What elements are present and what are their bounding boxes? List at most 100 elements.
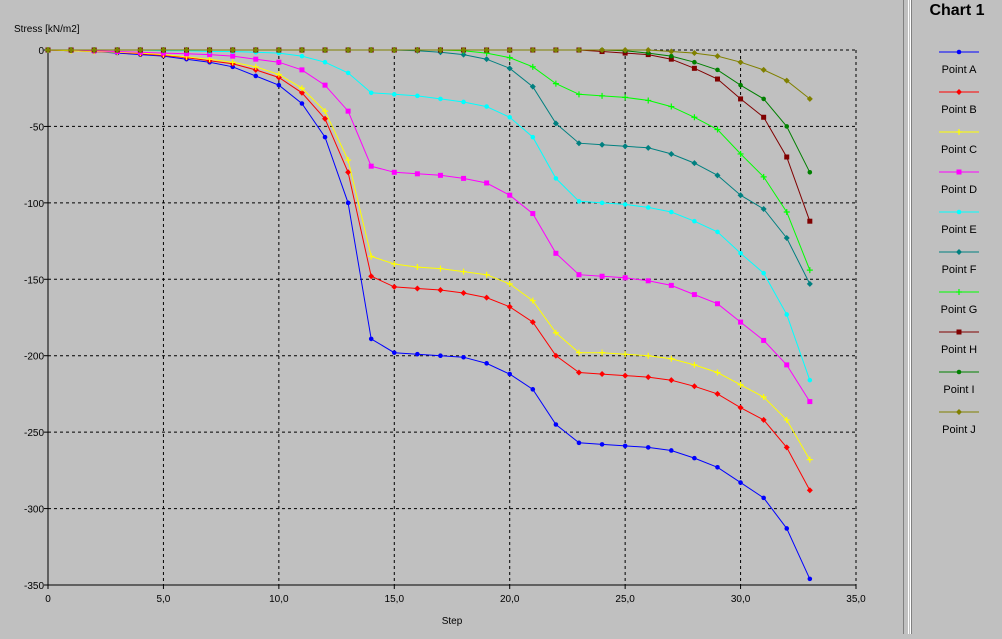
data-point	[252, 66, 259, 73]
data-point	[368, 90, 374, 96]
data-point	[252, 63, 259, 70]
data-point	[438, 96, 443, 102]
data-point	[552, 352, 559, 359]
data-point	[714, 76, 720, 82]
x-tick-label: 35,0	[846, 594, 866, 605]
legend-item-point-d[interactable]: Point D	[939, 169, 979, 197]
data-point	[691, 50, 698, 57]
series-line-point-b	[47, 49, 811, 491]
legend-item-point-e[interactable]: Point E	[939, 209, 979, 236]
legend-item-point-b[interactable]: Point B	[939, 89, 979, 116]
legend-label: Point H	[941, 344, 977, 356]
tick-labels: 0 5,0 10,0 15,0 20,0 25,0 30,0 35,0 0 -50 -100 -150…	[24, 46, 866, 605]
series-line-point-c	[47, 49, 811, 460]
data-point	[322, 115, 329, 122]
data-point	[575, 47, 582, 53]
legend-label: Point G	[941, 304, 978, 316]
data-point	[645, 97, 652, 104]
data-point	[345, 200, 351, 206]
data-point	[483, 56, 490, 63]
data-point	[252, 47, 259, 53]
data-point	[391, 169, 397, 175]
data-point	[715, 229, 720, 235]
data-point	[483, 47, 490, 53]
data-point	[715, 67, 720, 73]
data-point	[714, 369, 721, 376]
data-point	[298, 89, 305, 96]
data-point	[184, 51, 190, 57]
data-point	[460, 47, 467, 53]
data-point	[507, 114, 513, 120]
data-point	[345, 70, 351, 76]
data-point	[207, 52, 213, 58]
data-point	[622, 47, 629, 53]
legend-item-point-a[interactable]: Point A	[939, 49, 979, 76]
data-point	[691, 65, 697, 71]
legend-swatch-marker	[956, 169, 962, 175]
data-point	[576, 440, 582, 446]
legend-item-point-f[interactable]: Point F	[939, 249, 979, 276]
data-point	[253, 73, 259, 79]
data-point	[345, 108, 351, 114]
data-point	[437, 265, 444, 272]
data-point	[599, 371, 606, 378]
data-point	[738, 82, 743, 88]
x-tick-label: 25,0	[615, 594, 635, 605]
data-point	[645, 50, 651, 56]
data-point	[761, 114, 767, 120]
data-point	[230, 53, 236, 59]
legend-item-point-c[interactable]: Point C	[939, 129, 979, 156]
data-point	[737, 150, 744, 157]
data-point	[529, 47, 536, 53]
y-tick-label: 0	[38, 46, 44, 57]
data-point	[483, 294, 490, 301]
data-point	[368, 253, 375, 260]
data-point	[645, 47, 652, 53]
data-point	[692, 218, 697, 224]
data-point	[669, 209, 674, 215]
data-point	[599, 349, 606, 356]
data-point	[714, 126, 721, 133]
data-point	[506, 303, 513, 310]
data-point	[391, 283, 398, 290]
series-point-d	[45, 47, 813, 405]
data-point	[276, 82, 282, 88]
data-point	[714, 301, 720, 307]
legend-item-point-i[interactable]: Point I	[939, 369, 979, 396]
data-point	[668, 103, 675, 110]
data-point	[576, 272, 582, 278]
series-point-b	[45, 47, 813, 494]
data-point	[276, 59, 282, 65]
x-tick-label: 5,0	[156, 594, 170, 605]
data-point	[599, 273, 605, 279]
legend-swatch-marker	[956, 289, 962, 295]
y-tick-label: -150	[24, 275, 44, 286]
legend-item-point-j[interactable]: Point J	[939, 409, 979, 436]
data-point	[552, 120, 559, 127]
legend-swatch-marker	[956, 129, 962, 135]
data-point	[691, 292, 697, 298]
data-point	[414, 47, 421, 53]
series-line-point-e	[48, 49, 811, 381]
legend-item-point-g[interactable]: Point G	[939, 289, 979, 316]
data-point	[761, 96, 766, 102]
legend-label: Point F	[942, 264, 977, 276]
legend-item-point-h[interactable]: Point H	[939, 329, 979, 357]
data-point	[229, 47, 236, 53]
data-point	[461, 99, 466, 105]
data-point	[299, 53, 305, 59]
data-point	[738, 96, 744, 102]
data-point	[760, 205, 767, 212]
data-point	[737, 192, 744, 199]
data-point	[299, 101, 305, 106]
data-point	[552, 80, 559, 87]
data-point	[692, 455, 697, 461]
data-point	[507, 371, 513, 377]
data-point	[807, 218, 813, 224]
data-point	[368, 273, 375, 280]
data-point	[275, 74, 282, 81]
data-point	[160, 47, 167, 53]
plot-area: 0 5,0 10,0 15,0 20,0 25,0 30,0 35,0 0 -50 -100 -150…	[14, 24, 866, 627]
panel-splitter[interactable]	[903, 0, 909, 634]
series-line-point-f	[48, 49, 811, 285]
